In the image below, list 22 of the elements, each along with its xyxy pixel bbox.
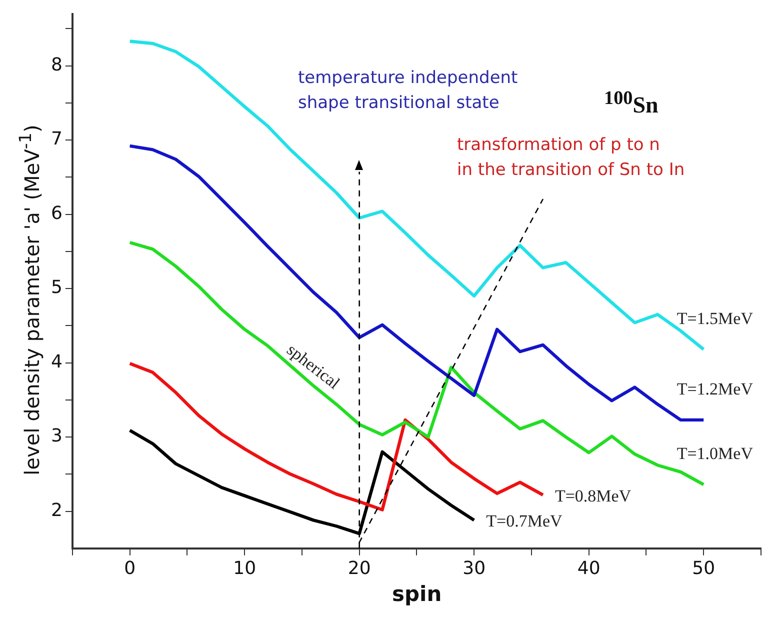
y-tick-label: 7 — [51, 128, 62, 150]
annotation: temperature independent shape transitional state — [298, 67, 518, 115]
x-tick-label: 0 — [124, 558, 136, 579]
series-label: T=0.7MeV — [486, 512, 563, 531]
series-label: T=1.0MeV — [676, 444, 754, 464]
x-tick-label: 50 — [692, 558, 716, 579]
series-label: T=1.2MeV — [676, 379, 754, 398]
y-tick-label: 6 — [51, 202, 62, 224]
x-axis-title: spin — [392, 582, 442, 606]
y-tick-label: 8 — [51, 54, 62, 76]
series-label: T=0.8MeV — [554, 486, 632, 506]
y-tick-label: 5 — [51, 277, 62, 298]
x-tick-label: 40 — [577, 558, 600, 579]
y-tick-label: 4 — [51, 351, 62, 372]
x-tick-label: 20 — [348, 558, 371, 579]
annotation: $^{100}$Sn — [604, 88, 658, 119]
x-tick-label: 30 — [462, 558, 486, 579]
y-tick-label: 2 — [51, 500, 62, 521]
x-tick-label: 10 — [233, 558, 256, 579]
annotation: transformation of p to n in the transition of Sn to In — [457, 134, 685, 182]
y-tick-label: 3 — [51, 426, 62, 447]
series-label: T=1.5MeV — [676, 308, 754, 328]
